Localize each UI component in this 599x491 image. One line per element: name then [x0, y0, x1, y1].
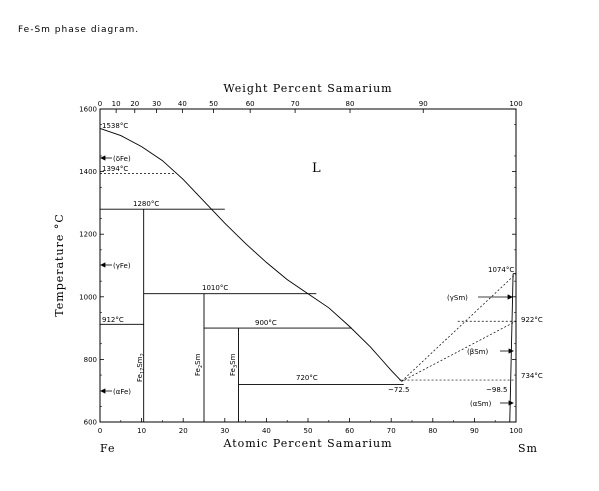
- y-tick-label: 1200: [79, 231, 97, 239]
- bottom-tick-label: 0: [98, 427, 102, 435]
- element-left-fe: Fe: [100, 442, 116, 455]
- bottom-tick-label: 50: [304, 427, 313, 435]
- label-delta-fe: (δFe): [113, 155, 131, 163]
- top-tick-label: 20: [130, 100, 139, 108]
- label-gamma-fe: (γFe): [113, 262, 131, 270]
- bottom-tick-label: 100: [509, 427, 522, 435]
- label-beta-sm: (βSm): [467, 348, 488, 356]
- y-tick-label: 1000: [79, 293, 97, 301]
- label-fe3sm: Fe3Sm: [229, 353, 239, 376]
- top-tick-label: 50: [209, 100, 218, 108]
- y-tick-label: 800: [84, 356, 97, 364]
- top-tick-label: 10: [112, 100, 121, 108]
- bottom-tick-label: 90: [470, 427, 479, 435]
- label-alpha-sm: (αSm): [470, 400, 492, 408]
- label-720: 720°C: [296, 374, 318, 382]
- label-1074: 1074°C: [488, 266, 514, 274]
- label-1394: 1394°C: [102, 165, 128, 173]
- label-912: 912°C: [102, 316, 124, 324]
- top-tick-label: 0: [98, 100, 102, 108]
- label-734: 734°C: [521, 372, 543, 380]
- label-72-5: ~72.5: [388, 386, 409, 394]
- top-axis-label: Weight Percent Samarium: [223, 82, 392, 95]
- label-900: 900°C: [255, 319, 277, 327]
- label-922: 922°C: [521, 316, 543, 324]
- dashed-solvus: [401, 320, 517, 382]
- label-fe17sm2: Fe17Sm2: [136, 353, 146, 382]
- label-98-5: ~98.5: [486, 386, 507, 394]
- top-tick-label: 80: [346, 100, 355, 108]
- top-tick-label: 60: [246, 100, 255, 108]
- label-1010: 1010°C: [202, 284, 228, 292]
- top-tick-label: 100: [509, 100, 522, 108]
- dashed-liquidus-sm: [401, 273, 517, 382]
- bottom-tick-label: 10: [137, 427, 146, 435]
- bottom-axis-label: Atomic Percent Samarium: [222, 437, 392, 450]
- y-tick-label: 1400: [79, 168, 97, 176]
- top-tick-label: 90: [419, 100, 428, 108]
- bottom-tick-label: 70: [387, 427, 396, 435]
- y-tick-label: 600: [84, 419, 97, 427]
- top-tick-label: 30: [152, 100, 161, 108]
- y-tick-label: 1600: [79, 106, 97, 114]
- label-gamma-sm: (γSm): [447, 294, 468, 302]
- phase-label-liquid: L: [312, 161, 321, 176]
- y-axis-label: Temperature °C: [53, 213, 66, 316]
- label-fe2sm: Fe2Sm: [194, 353, 204, 376]
- sm-solvus-line: [509, 273, 514, 423]
- bottom-tick-label: 30: [220, 427, 229, 435]
- figure-caption: Fe-Sm phase diagram.: [18, 25, 140, 35]
- bottom-tick-label: 60: [345, 427, 354, 435]
- label-1280: 1280°C: [133, 200, 159, 208]
- phase-arrows: [100, 155, 514, 406]
- top-tick-label: 40: [178, 100, 187, 108]
- bottom-tick-label: 40: [262, 427, 271, 435]
- element-right-sm: Sm: [518, 442, 538, 455]
- label-1538: 1538°C: [102, 122, 128, 130]
- bottom-tick-label: 20: [179, 427, 188, 435]
- bottom-tick-label: 80: [428, 427, 437, 435]
- liquidus-curve: [99, 127, 402, 382]
- top-tick-label: 70: [291, 100, 300, 108]
- label-alpha-fe: (αFe): [113, 388, 131, 396]
